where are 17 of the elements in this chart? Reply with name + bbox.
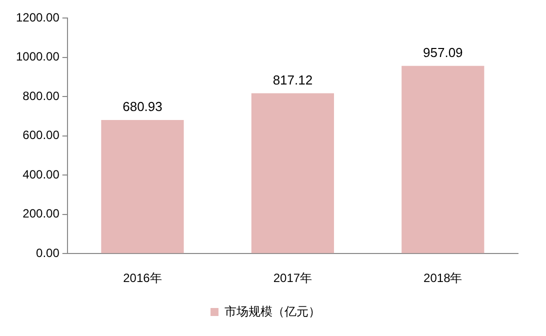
x-tick-label: 2017年 <box>273 271 312 286</box>
y-tick-label: 600.00 <box>22 128 60 142</box>
bar <box>101 120 184 254</box>
bar <box>251 93 334 254</box>
x-tick-label: 2018年 <box>424 271 462 286</box>
data-label: 680.93 <box>122 99 162 114</box>
y-tick-label: 800.00 <box>22 88 60 103</box>
data-label: 817.12 <box>272 72 313 88</box>
y-tick-label: 1000.00 <box>16 50 60 64</box>
y-tick-label: 0.00 <box>36 246 60 260</box>
bar <box>402 66 484 254</box>
y-tick-label: 200.00 <box>22 206 60 221</box>
data-label: 957.09 <box>423 44 463 60</box>
legend-label: 市场规模（亿元） <box>224 304 320 318</box>
y-tick-label: 400.00 <box>22 167 60 182</box>
x-tick-label: 2016年 <box>123 271 162 286</box>
y-tick-label: 1200.00 <box>16 10 60 25</box>
